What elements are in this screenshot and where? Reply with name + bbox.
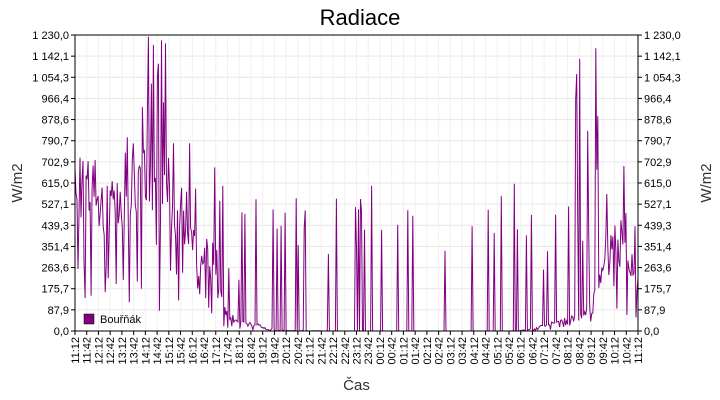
- y-tick-label-left: 1 230,0: [32, 30, 69, 42]
- y-tick-label-left: 439,3: [41, 220, 69, 232]
- y-axis-right: 0,0 87,9 175,7 263,6 351,4 439,3 527,1 615,0 702…: [638, 30, 681, 338]
- x-tick-label: 21:42: [316, 337, 328, 365]
- x-tick-label: 06:42: [527, 337, 539, 365]
- y-tick-label-right: 351,4: [644, 241, 672, 253]
- y-tick-label-left: 175,7: [41, 284, 69, 296]
- x-tick-label: 20:12: [281, 337, 293, 365]
- x-tick-label: 20:42: [293, 337, 305, 365]
- series-layer: [74, 36, 639, 332]
- x-tick-label: 12:42: [105, 337, 117, 365]
- x-tick-label: 07:12: [539, 337, 551, 365]
- x-tick-label: 14:42: [152, 337, 164, 365]
- y-tick-label-right: 263,6: [644, 263, 672, 275]
- y-tick-label-left: 263,6: [41, 263, 69, 275]
- x-tick-label: 02:12: [422, 337, 434, 365]
- x-tick-label: 18:12: [234, 337, 246, 365]
- x-tick-label: 01:12: [398, 337, 410, 365]
- y-tick-label-right: 790,7: [644, 136, 672, 148]
- x-tick-label: 17:12: [211, 337, 223, 365]
- x-tick-label: 16:12: [187, 337, 199, 365]
- x-tick-label: 21:12: [305, 337, 317, 365]
- x-tick-label: 09:12: [586, 337, 598, 365]
- x-tick-label: 06:12: [516, 337, 528, 365]
- x-tick-label: 04:12: [469, 337, 481, 365]
- y-tick-label-left: 702,9: [41, 157, 69, 169]
- y-tick-label-left: 527,1: [41, 199, 69, 211]
- y-tick-label-right: 527,1: [644, 199, 672, 211]
- x-tick-label: 15:42: [176, 337, 188, 365]
- y-tick-label-right: 878,6: [644, 115, 672, 127]
- x-tick-label: 11:42: [82, 337, 94, 364]
- x-tick-label: 16:42: [199, 337, 211, 365]
- y-tick-label-right: 439,3: [644, 220, 672, 232]
- y-tick-label-right: 1 054,3: [644, 72, 681, 84]
- y-tick-label-right: 175,7: [644, 284, 672, 296]
- x-tick-label: 04:42: [481, 337, 493, 365]
- x-tick-label: 08:42: [574, 337, 586, 365]
- x-tick-label: 11:12: [633, 337, 645, 364]
- y-axis-title-right: W/m2: [698, 163, 715, 202]
- legend: Bouřňák: [83, 313, 141, 326]
- y-tick-label-right: 1 230,0: [644, 30, 681, 42]
- x-tick-label: 08:12: [563, 337, 575, 365]
- x-tick-label: 02:42: [434, 337, 446, 365]
- x-tick-label: 03:12: [445, 337, 457, 365]
- y-tick-label-left: 1 142,1: [32, 51, 69, 63]
- x-tick-label: 07:42: [551, 337, 563, 365]
- x-tick-label: 22:42: [340, 337, 352, 365]
- y-tick-label-left: 1 054,3: [32, 72, 69, 84]
- y-tick-label-right: 0,0: [644, 326, 659, 338]
- legend-entry: Bouřňák: [100, 314, 141, 326]
- y-axis-left: 0,0 87,9 175,7 263,6 351,4 439,3 527,1 615,0 702…: [32, 30, 75, 338]
- x-tick-label: 10:42: [621, 337, 633, 365]
- x-tick-label: 09:42: [598, 337, 610, 365]
- y-axis-title-left: W/m2: [9, 163, 26, 202]
- y-tick-label-right: 702,9: [644, 157, 672, 169]
- y-tick-label-left: 0,0: [54, 326, 69, 338]
- x-tick-label: 00:42: [387, 337, 399, 365]
- x-axis: 11:12 11:42 12:12 12:42 13:12 13:42 14:12 14:42…: [70, 331, 645, 365]
- chart-title: Radiace: [320, 5, 401, 30]
- x-tick-label: 13:12: [117, 337, 129, 365]
- series-line-0: [74, 36, 639, 332]
- y-tick-label-right: 966,4: [644, 93, 672, 105]
- gridlines: [74, 34, 639, 332]
- x-tick-label: 14:12: [140, 337, 152, 365]
- x-tick-label: 03:42: [457, 337, 469, 365]
- x-tick-label: 05:42: [504, 337, 516, 365]
- x-axis-title: Čas: [343, 377, 370, 394]
- x-tick-label: 19:42: [269, 337, 281, 365]
- x-tick-label: 18:42: [246, 337, 258, 365]
- x-tick-label: 00:12: [375, 337, 387, 365]
- x-tick-label: 23:42: [363, 337, 375, 365]
- legend-swatch: [83, 313, 95, 325]
- x-tick-label: 12:12: [93, 337, 105, 365]
- y-tick-label-left: 790,7: [41, 136, 69, 148]
- x-tick-label: 17:42: [222, 337, 234, 365]
- x-tick-label: 15:12: [164, 337, 176, 365]
- y-tick-label-right: 87,9: [644, 305, 665, 317]
- x-tick-label: 19:12: [258, 337, 270, 365]
- y-tick-label-left: 615,0: [41, 178, 69, 190]
- y-tick-label-left: 878,6: [41, 115, 69, 127]
- x-tick-label: 11:12: [70, 337, 82, 364]
- x-tick-label: 10:12: [610, 337, 622, 365]
- y-tick-label-left: 351,4: [41, 241, 69, 253]
- y-tick-label-right: 1 142,1: [644, 51, 681, 63]
- x-tick-label: 13:42: [129, 337, 141, 365]
- y-tick-label-right: 615,0: [644, 178, 672, 190]
- x-tick-label: 05:12: [492, 337, 504, 365]
- x-tick-label: 22:12: [328, 337, 340, 365]
- x-tick-label: 23:12: [352, 337, 364, 365]
- y-tick-label-left: 966,4: [41, 93, 69, 105]
- x-tick-label: 01:42: [410, 337, 422, 365]
- y-tick-label-left: 87,9: [48, 305, 69, 317]
